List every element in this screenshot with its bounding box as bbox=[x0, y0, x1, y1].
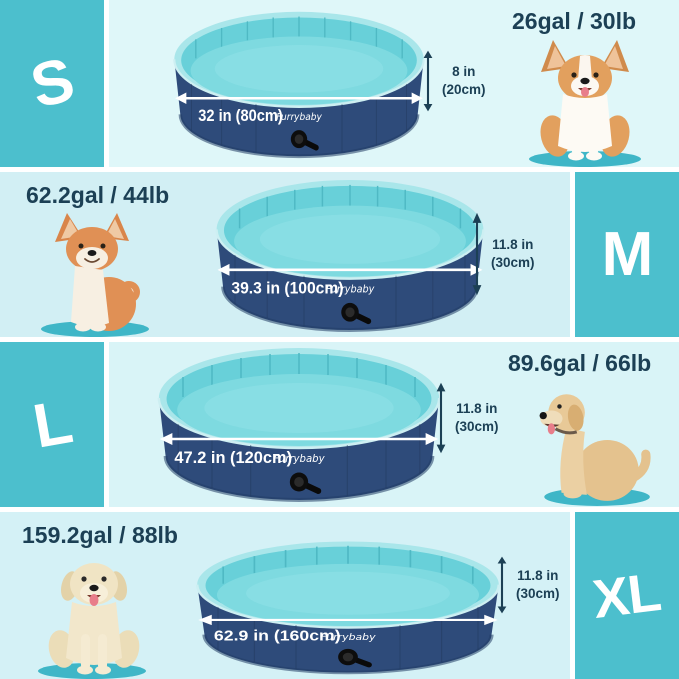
pool-illustration-l: 47.2 in (120cm) Furrybaby bbox=[154, 344, 444, 504]
height-arrow-icon bbox=[472, 212, 482, 296]
size-letter-m: M bbox=[601, 220, 654, 289]
pool-illustration-s: 32 in (80cm) Furrybaby bbox=[170, 8, 428, 160]
height-dimension-label: 11.8 in (30cm) bbox=[491, 236, 535, 271]
drain-valve bbox=[290, 130, 319, 151]
brand-logo: Furrybaby bbox=[326, 284, 376, 295]
drain-valve bbox=[338, 648, 372, 668]
brand-logo: Furrybaby bbox=[273, 453, 325, 465]
golden-retriever-photo bbox=[528, 374, 660, 508]
labrador-photo bbox=[30, 546, 158, 679]
height-dimension-label: 8 in (20cm) bbox=[442, 63, 486, 98]
pool-svg-xl: 62.9 in (160cm) Furrybaby bbox=[195, 541, 501, 675]
pool-illustration-m: 39.3 in (100cm) Furrybaby bbox=[212, 176, 488, 334]
size-letter-xl: XL bbox=[590, 561, 664, 630]
size-badge-l: L bbox=[0, 342, 109, 507]
shiba-svg bbox=[41, 213, 149, 337]
height-inches: 8 in bbox=[452, 64, 476, 80]
width-dimension-arrow bbox=[159, 433, 439, 445]
height-dimension-s: 8 in (20cm) bbox=[421, 50, 486, 112]
width-dimension-label: 62.9 in (160cm) bbox=[214, 628, 341, 644]
height-cm: (30cm) bbox=[491, 255, 535, 270]
size-row-m: 62.2gal / 44lb bbox=[0, 172, 679, 337]
pool-svg-m: 39.3 in (100cm) Furrybaby bbox=[215, 179, 485, 333]
height-dimension-label: 11.8 in (30cm) bbox=[455, 400, 499, 435]
size-badge-s: S bbox=[0, 0, 109, 167]
capacity-label-xl: 159.2gal / 88lb bbox=[22, 522, 178, 548]
height-dimension-xl: 11.8 in (30cm) bbox=[495, 556, 560, 614]
height-cm: (30cm) bbox=[516, 586, 560, 601]
size-badge-xl: XL bbox=[570, 512, 679, 679]
drain-valve bbox=[289, 472, 322, 494]
width-dimension-label: 47.2 in (120cm) bbox=[174, 448, 292, 467]
width-dimension-arrow bbox=[198, 614, 498, 626]
size-row-l: L 89.6gal / 66lb bbox=[0, 342, 679, 507]
height-inches: 11.8 in bbox=[517, 568, 559, 584]
height-arrow-icon bbox=[436, 382, 446, 454]
brand-logo: Furrybaby bbox=[320, 633, 376, 643]
height-arrow-icon bbox=[423, 50, 433, 112]
size-letter-l: L bbox=[27, 387, 77, 462]
drain-valve bbox=[341, 302, 372, 325]
pool-illustration-xl: 62.9 in (160cm) Furrybaby bbox=[192, 538, 504, 676]
corgi-svg bbox=[529, 40, 641, 167]
capacity-label-m: 62.2gal / 44lb bbox=[26, 182, 170, 208]
pool-svg-s: 32 in (80cm) Furrybaby bbox=[173, 11, 425, 159]
shiba-inu-photo bbox=[30, 208, 164, 338]
golden-retriever-svg bbox=[539, 394, 651, 506]
size-letter-s: S bbox=[24, 45, 80, 122]
capacity-label-s: 26gal / 30lb bbox=[512, 8, 637, 34]
size-badge-m: M bbox=[570, 172, 679, 337]
height-dimension-m: 11.8 in (30cm) bbox=[470, 212, 535, 296]
brand-logo: Furrybaby bbox=[276, 112, 322, 124]
pool-svg-l: 47.2 in (120cm) Furrybaby bbox=[157, 348, 441, 502]
teal-mat bbox=[529, 151, 641, 167]
height-arrow-icon bbox=[497, 556, 507, 614]
size-row-xl: 159.2gal / 88lb bbox=[0, 512, 679, 679]
height-dimension-label: 11.8 in (30cm) bbox=[516, 567, 560, 602]
capacity-label-l: 89.6gal / 66lb bbox=[508, 350, 652, 376]
inner-panel-lines bbox=[195, 16, 403, 59]
outer-panel-lines bbox=[190, 84, 408, 153]
width-dimension-label: 39.3 in (100cm) bbox=[231, 279, 343, 298]
width-dimension-label: 32 in (80cm) bbox=[198, 107, 282, 125]
corgi-photo bbox=[518, 34, 652, 168]
height-inches: 11.8 in bbox=[492, 237, 534, 253]
height-inches: 11.8 in bbox=[456, 401, 498, 417]
height-cm: (20cm) bbox=[442, 82, 486, 97]
width-dimension-arrow bbox=[175, 92, 423, 104]
size-row-s: S 26gal / 30lb bbox=[0, 0, 679, 167]
labrador-svg bbox=[38, 563, 146, 679]
height-cm: (30cm) bbox=[455, 419, 499, 434]
height-dimension-l: 11.8 in (30cm) bbox=[434, 382, 499, 454]
